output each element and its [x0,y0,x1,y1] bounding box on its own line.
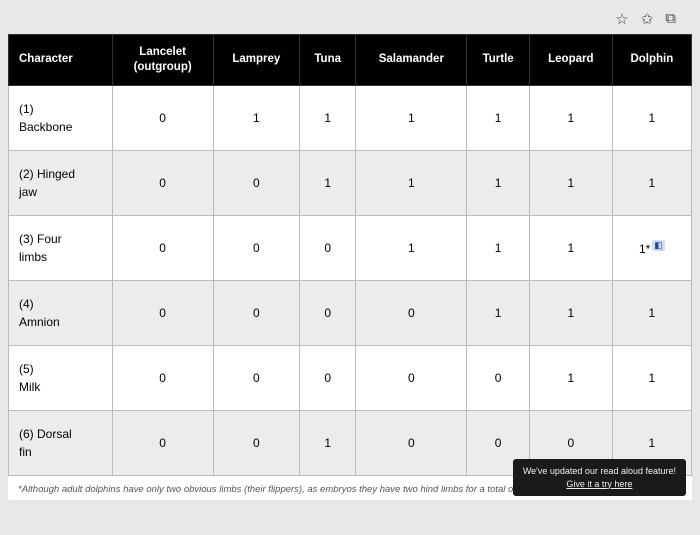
annotation-icon: ◧ [652,240,665,251]
col-species: Leopard [529,35,612,86]
cell-value: 0 [356,345,467,410]
row-label: (1)Backbone [9,85,113,150]
cell-value: 0 [213,410,299,475]
cell-value: 1 [612,345,691,410]
cell-value: 0 [112,280,213,345]
cell-value: 0 [112,215,213,280]
table-body: (1)Backbone0111111(2) Hingedjaw0011111(3… [9,85,692,475]
col-species: Dolphin [612,35,691,86]
row-label: (4)Amnion [9,280,113,345]
table-row: (5)Milk0000011 [9,345,692,410]
col-species: Salamander [356,35,467,86]
cell-value: 1 [529,150,612,215]
cell-value: 1 [612,280,691,345]
character-matrix-table: CharacterLancelet(outgroup)LampreyTunaSa… [8,34,692,476]
cell-value: 1 [467,215,530,280]
cell-value: 1 [529,215,612,280]
toast-line1: We've updated our read aloud feature! [523,465,676,478]
cell-value: 1*◧ [612,215,691,280]
page-content: CharacterLancelet(outgroup)LampreyTunaSa… [8,34,692,500]
cell-value: 0 [300,280,356,345]
cell-value: 1 [356,215,467,280]
cell-value: 1 [356,85,467,150]
cell-value: 0 [112,85,213,150]
cell-value: 0 [467,345,530,410]
col-character: Character [9,35,113,86]
cell-value: 0 [300,345,356,410]
cell-value: 1 [612,150,691,215]
toast-line2[interactable]: Give it a try here [523,478,676,491]
cell-value: 0 [112,150,213,215]
col-species: Turtle [467,35,530,86]
col-species: Tuna [300,35,356,86]
browser-toolbar: ☆ ✩ ⧉ [8,8,692,34]
cell-value: 1 [300,150,356,215]
table-row: (1)Backbone0111111 [9,85,692,150]
row-label: (3) Fourlimbs [9,215,113,280]
row-label: (2) Hingedjaw [9,150,113,215]
star-icon[interactable]: ☆ [615,10,628,28]
col-species: Lancelet(outgroup) [112,35,213,86]
cell-value: 1 [467,280,530,345]
cell-value: 1 [467,150,530,215]
table-row: (2) Hingedjaw0011111 [9,150,692,215]
table-header: CharacterLancelet(outgroup)LampreyTunaSa… [9,35,692,86]
table-row: (4)Amnion0000111 [9,280,692,345]
table-row: (3) Fourlimbs0001111*◧ [9,215,692,280]
cell-value: 0 [213,280,299,345]
cell-value: 1 [213,85,299,150]
cell-value: 1 [529,280,612,345]
bookmark-star-icon[interactable]: ✩ [641,10,654,28]
cell-value: 0 [356,280,467,345]
col-species: Lamprey [213,35,299,86]
row-label: (6) Dorsalfin [9,410,113,475]
cell-value: 1 [356,150,467,215]
cell-value: 1 [467,85,530,150]
cell-value: 0 [300,215,356,280]
row-label: (5)Milk [9,345,113,410]
cell-value: 0 [112,410,213,475]
read-aloud-toast[interactable]: We've updated our read aloud feature! Gi… [513,459,686,496]
cell-value: 0 [213,150,299,215]
ext-cube-icon[interactable]: ⧉ [665,10,676,28]
cell-value: 0 [356,410,467,475]
cell-value: 0 [112,345,213,410]
cell-value: 1 [529,85,612,150]
cell-value: 1 [300,85,356,150]
cell-value: 0 [213,345,299,410]
cell-value: 0 [213,215,299,280]
cell-value: 1 [529,345,612,410]
cell-value: 1 [612,85,691,150]
cell-value: 1 [300,410,356,475]
